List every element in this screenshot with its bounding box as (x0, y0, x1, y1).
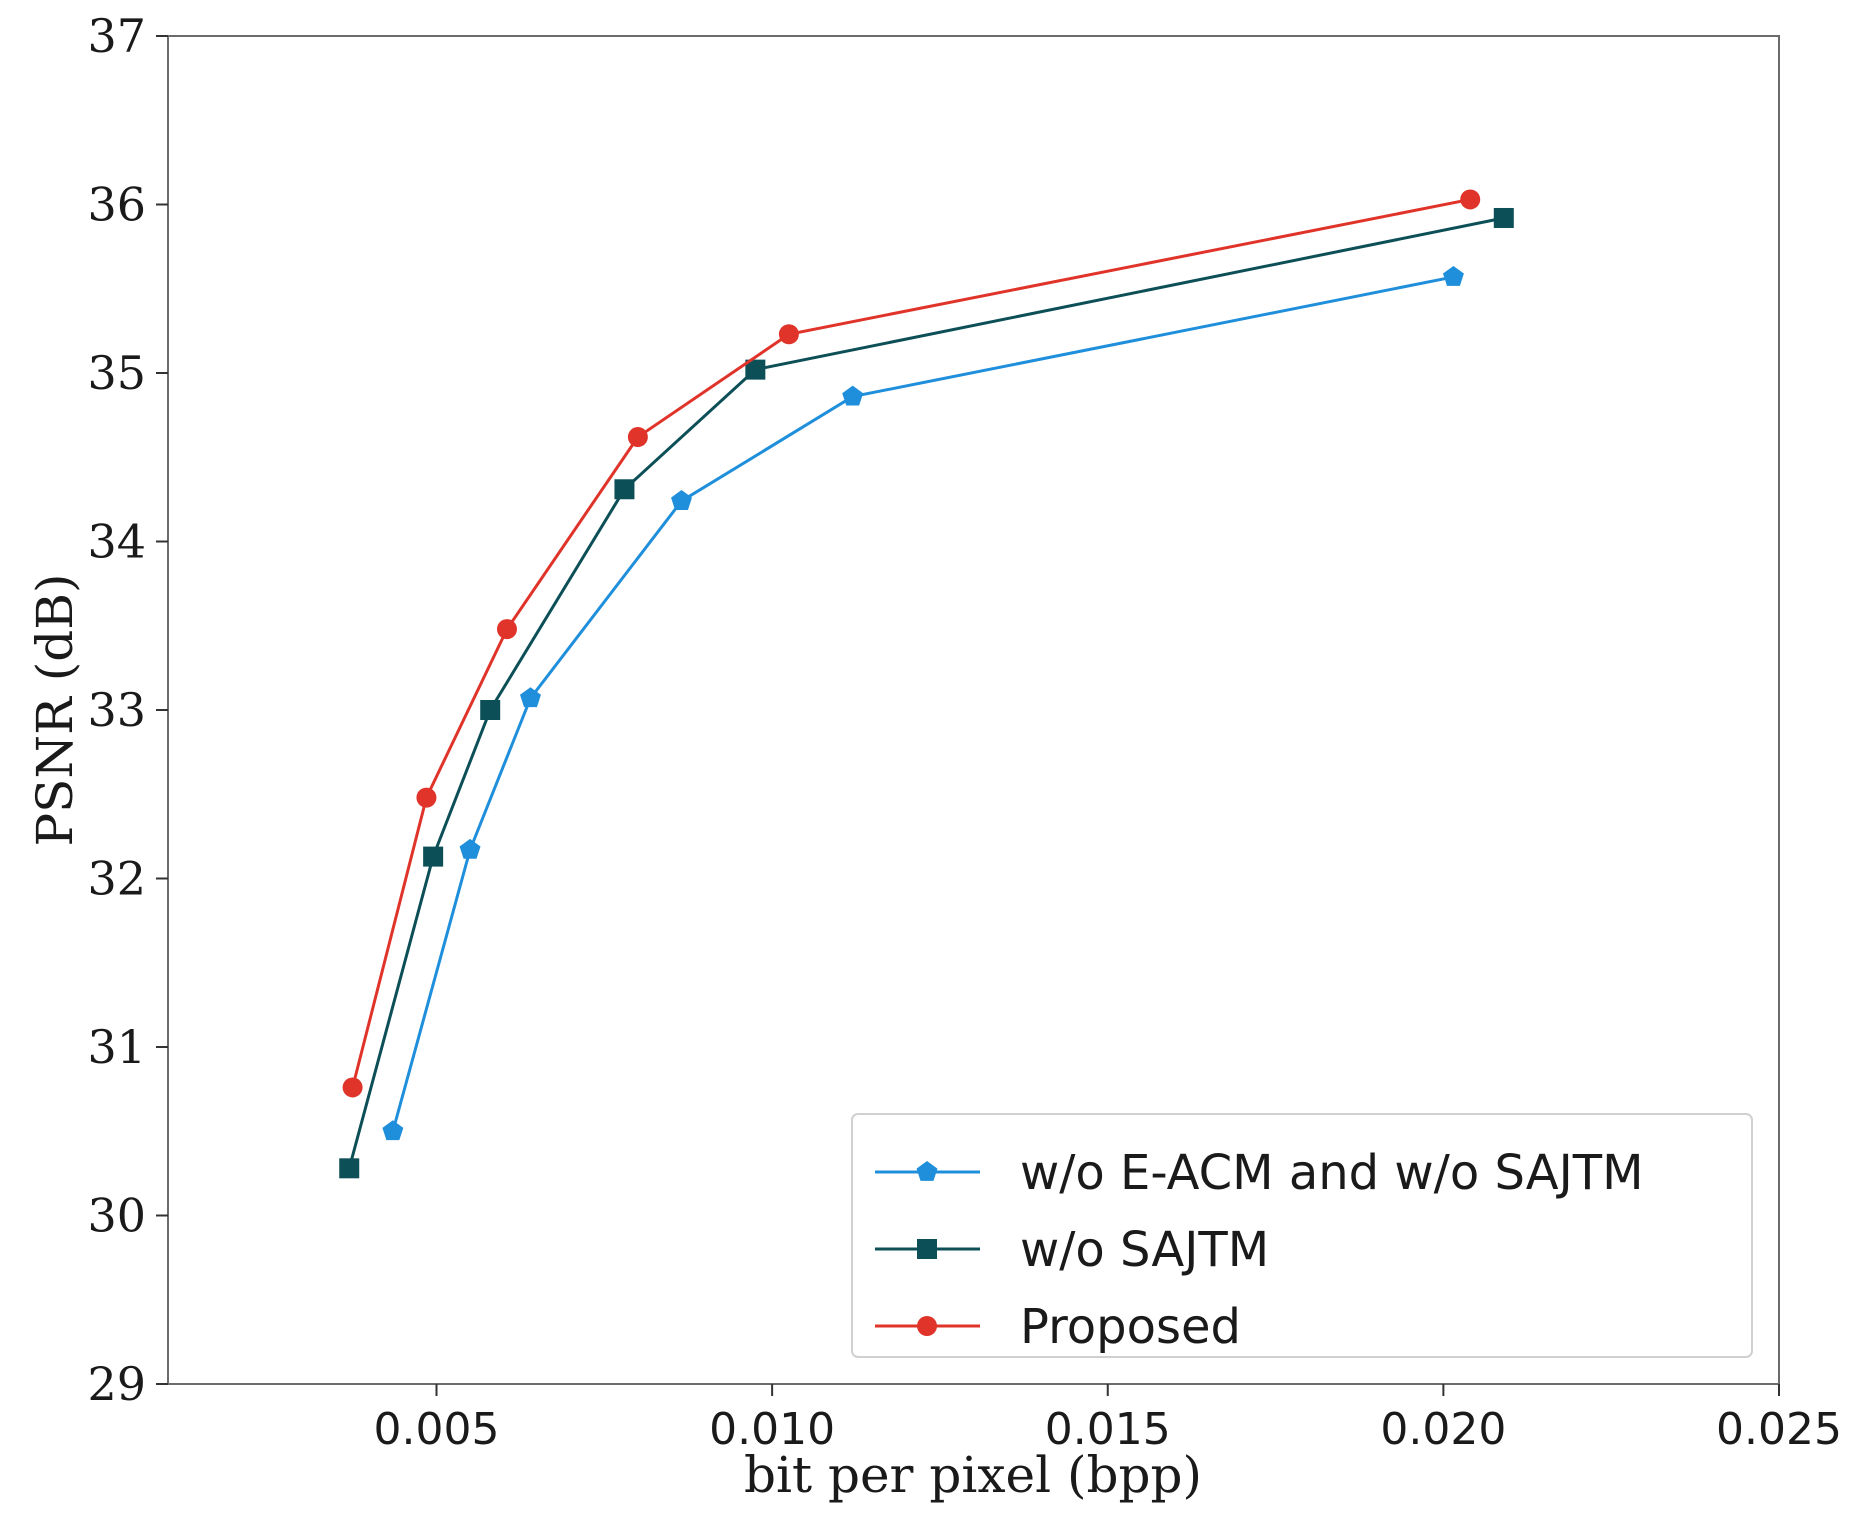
y-axis-ticks: 29 30 31 32 33 34 35 36 37 (87, 9, 168, 1411)
x-axis-ticks: 0.005 0.010 0.015 0.020 0.025 (374, 1384, 1842, 1455)
x-tick-label: 0.005 (374, 1404, 500, 1455)
data-point (416, 787, 437, 808)
legend-entry: w/o E-ACM and w/o SAJTM (875, 1145, 1644, 1201)
series-3 (342, 189, 1481, 1098)
series-line (351, 197, 1471, 1088)
data-point (480, 700, 501, 720)
y-tick-label: 31 (87, 1020, 146, 1074)
x-axis-label: bit per pixel (bpp) (744, 1446, 1202, 1504)
y-tick-label: 32 (87, 852, 146, 906)
legend-marker (917, 1316, 937, 1336)
legend-marker (917, 1239, 937, 1259)
legend-entry: w/o SAJTM (875, 1222, 1269, 1278)
data-point (339, 1158, 360, 1179)
series-layer (339, 189, 1514, 1179)
x-tick-label: 0.015 (1045, 1404, 1171, 1455)
data-point (342, 1077, 363, 1098)
y-tick-label: 37 (87, 9, 146, 63)
data-point (496, 619, 517, 640)
series-2 (339, 207, 1514, 1179)
data-point (382, 1120, 404, 1141)
x-tick-label: 0.025 (1716, 1404, 1842, 1455)
y-tick-label: 36 (87, 178, 146, 232)
data-point (842, 385, 864, 406)
y-tick-label: 35 (87, 346, 146, 400)
legend-entry: Proposed (875, 1299, 1241, 1355)
series-1 (382, 265, 1464, 1141)
data-point (459, 838, 481, 859)
y-axis-label: PSNR (dB) (26, 574, 84, 847)
data-point (627, 427, 648, 448)
x-tick-label: 0.020 (1380, 1404, 1506, 1455)
data-point (423, 846, 444, 867)
y-tick-label: 29 (87, 1357, 146, 1411)
data-point (1460, 189, 1481, 210)
y-tick-label: 34 (87, 515, 146, 569)
data-point (1493, 207, 1514, 228)
legend-marker (916, 1161, 938, 1181)
legend-box (851, 1113, 1753, 1358)
legend-label: w/o E-ACM and w/o SAJTM (1020, 1145, 1644, 1201)
series-line (347, 216, 1505, 1169)
y-tick-label: 33 (87, 683, 146, 737)
y-tick-label: 30 (87, 1189, 146, 1243)
data-point (745, 359, 766, 380)
data-point (778, 324, 799, 345)
data-point (671, 490, 692, 510)
data-point (1442, 265, 1464, 286)
data-point (520, 687, 541, 708)
x-tick-label: 0.010 (709, 1404, 835, 1455)
legend: w/o E-ACM and w/o SAJTM w/o SAJTM Proposed (851, 1113, 1753, 1358)
legend-label: w/o SAJTM (1020, 1222, 1269, 1278)
series-line (391, 275, 1454, 1132)
data-point (614, 479, 635, 500)
legend-label: Proposed (1020, 1299, 1241, 1355)
